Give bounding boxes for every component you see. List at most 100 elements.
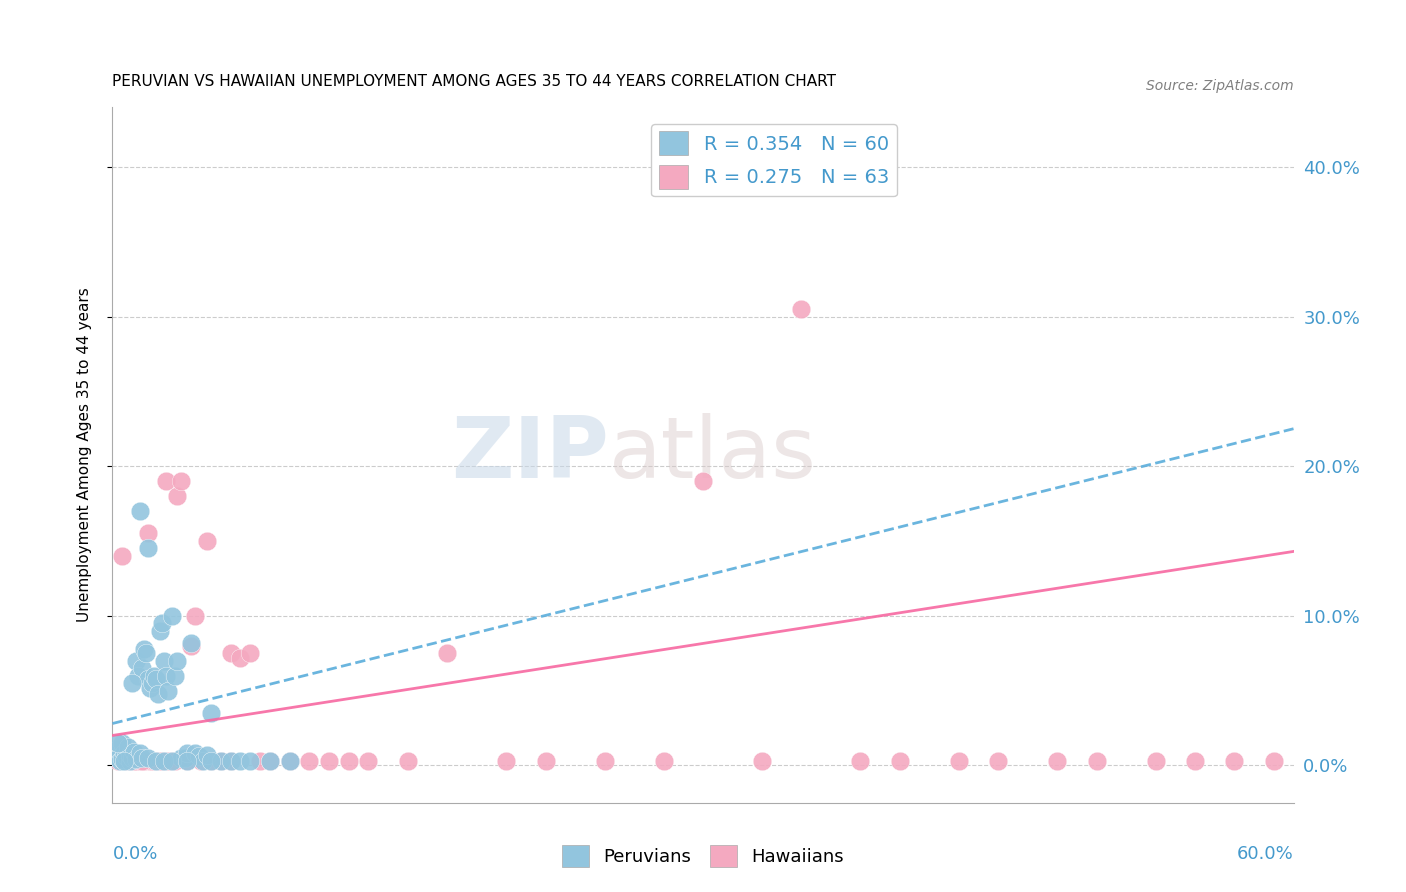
Text: Source: ZipAtlas.com: Source: ZipAtlas.com bbox=[1146, 79, 1294, 93]
Point bbox=[209, 754, 232, 768]
Point bbox=[122, 754, 145, 768]
Point bbox=[121, 754, 143, 768]
Point bbox=[142, 754, 165, 768]
Point bbox=[692, 474, 714, 488]
Point bbox=[107, 751, 129, 765]
Point bbox=[107, 754, 129, 768]
Point bbox=[152, 754, 174, 768]
Point bbox=[111, 736, 134, 750]
Text: 60.0%: 60.0% bbox=[1237, 845, 1294, 863]
Point bbox=[1144, 754, 1167, 768]
Point bbox=[318, 754, 340, 768]
Point bbox=[249, 754, 271, 768]
Point bbox=[120, 754, 142, 768]
Point bbox=[889, 754, 911, 768]
Point bbox=[141, 676, 163, 690]
Point bbox=[170, 474, 193, 488]
Point bbox=[131, 751, 153, 765]
Point bbox=[170, 751, 193, 765]
Point bbox=[229, 754, 252, 768]
Point bbox=[278, 754, 301, 768]
Point bbox=[176, 754, 198, 768]
Point bbox=[209, 754, 232, 768]
Point bbox=[125, 752, 148, 766]
Point bbox=[129, 747, 152, 761]
Point bbox=[110, 754, 132, 768]
Point bbox=[534, 754, 557, 768]
Point bbox=[849, 754, 872, 768]
Point bbox=[146, 687, 169, 701]
Point bbox=[219, 754, 242, 768]
Point bbox=[790, 301, 813, 316]
Point bbox=[166, 654, 188, 668]
Point bbox=[165, 668, 187, 682]
Point bbox=[229, 650, 252, 665]
Point bbox=[176, 747, 198, 761]
Point bbox=[107, 736, 129, 750]
Point bbox=[125, 654, 148, 668]
Legend: Peruvians, Hawaiians: Peruvians, Hawaiians bbox=[555, 838, 851, 874]
Point bbox=[200, 706, 222, 720]
Point bbox=[156, 754, 179, 768]
Point bbox=[1085, 754, 1108, 768]
Point bbox=[219, 754, 242, 768]
Point bbox=[436, 646, 458, 660]
Point bbox=[145, 754, 167, 768]
Point bbox=[239, 646, 262, 660]
Point bbox=[259, 754, 281, 768]
Point bbox=[165, 754, 187, 768]
Point bbox=[190, 754, 212, 768]
Point bbox=[149, 754, 172, 768]
Point bbox=[195, 747, 218, 762]
Point bbox=[136, 672, 159, 686]
Point bbox=[139, 681, 162, 695]
Point bbox=[129, 754, 152, 768]
Point bbox=[987, 754, 1010, 768]
Point bbox=[150, 754, 173, 768]
Point bbox=[751, 754, 773, 768]
Point bbox=[145, 754, 167, 768]
Point bbox=[131, 754, 153, 768]
Point bbox=[495, 754, 517, 768]
Point bbox=[156, 683, 179, 698]
Point bbox=[129, 504, 152, 518]
Point bbox=[105, 743, 128, 757]
Point bbox=[120, 747, 142, 762]
Point bbox=[155, 668, 177, 682]
Point bbox=[136, 751, 159, 765]
Point bbox=[136, 526, 159, 541]
Point bbox=[652, 754, 675, 768]
Point bbox=[135, 646, 157, 660]
Point bbox=[1263, 754, 1285, 768]
Point bbox=[160, 754, 183, 768]
Y-axis label: Unemployment Among Ages 35 to 44 years: Unemployment Among Ages 35 to 44 years bbox=[77, 287, 91, 623]
Point bbox=[149, 624, 172, 638]
Point bbox=[150, 616, 173, 631]
Point bbox=[278, 754, 301, 768]
Point bbox=[142, 668, 165, 682]
Point bbox=[184, 747, 207, 761]
Point bbox=[180, 639, 202, 653]
Point bbox=[152, 654, 174, 668]
Point bbox=[112, 747, 135, 761]
Point bbox=[122, 745, 145, 759]
Point bbox=[239, 754, 262, 768]
Point bbox=[117, 740, 139, 755]
Point bbox=[219, 646, 242, 660]
Text: 0.0%: 0.0% bbox=[112, 845, 157, 863]
Point bbox=[191, 754, 214, 768]
Point bbox=[948, 754, 970, 768]
Point bbox=[160, 608, 183, 623]
Point bbox=[121, 751, 143, 765]
Point bbox=[136, 541, 159, 556]
Point bbox=[127, 668, 149, 682]
Text: atlas: atlas bbox=[609, 413, 817, 497]
Point bbox=[131, 754, 153, 768]
Point bbox=[1223, 754, 1246, 768]
Point bbox=[1046, 754, 1069, 768]
Point bbox=[139, 754, 162, 768]
Point bbox=[195, 533, 218, 548]
Point bbox=[115, 754, 138, 768]
Point bbox=[146, 754, 169, 768]
Point bbox=[180, 636, 202, 650]
